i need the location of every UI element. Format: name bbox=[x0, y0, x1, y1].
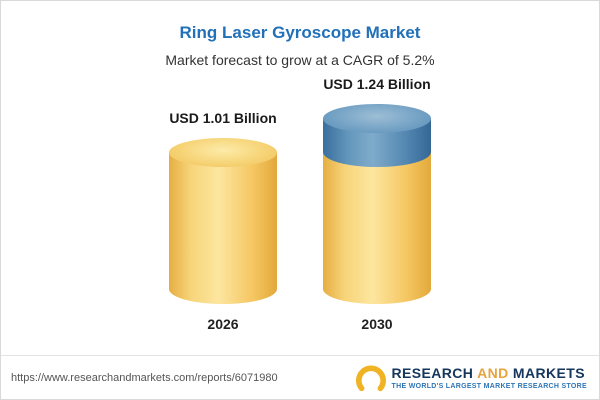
bar-group-2026: USD 1.01 Billion 2026 bbox=[169, 110, 277, 332]
cylinder-2030 bbox=[323, 104, 431, 304]
logo-arc-icon bbox=[355, 365, 386, 391]
cylinder-top-2030 bbox=[323, 104, 431, 133]
bar-value-label-2026: USD 1.01 Billion bbox=[169, 110, 277, 126]
page-subtitle: Market forecast to grow at a CAGR of 5.2… bbox=[165, 52, 435, 68]
report-url: https://www.researchandmarkets.com/repor… bbox=[11, 371, 278, 384]
logo-tagline: THE WORLD'S LARGEST MARKET RESEARCH STOR… bbox=[391, 382, 587, 390]
cylinder-bar-chart: USD 1.01 Billion 2026 USD 1.24 Billion 2… bbox=[1, 72, 599, 332]
header: Ring Laser Gyroscope Market Market forec… bbox=[1, 1, 599, 68]
bar-value-label-2030: USD 1.24 Billion bbox=[323, 76, 431, 92]
logo-wordmark: RESEARCH AND MARKETS bbox=[391, 364, 585, 381]
bar-category-label-2026: 2026 bbox=[207, 316, 239, 332]
logo-text: RESEARCH AND MARKETS THE WORLD'S LARGEST… bbox=[391, 364, 587, 390]
logo-word-and: AND bbox=[477, 364, 509, 381]
footer: https://www.researchandmarkets.com/repor… bbox=[1, 355, 599, 399]
bar-group-2030: USD 1.24 Billion 2030 bbox=[323, 76, 431, 332]
bar-category-label-2030: 2030 bbox=[361, 316, 393, 332]
growth-cap bbox=[323, 104, 431, 167]
page-title: Ring Laser Gyroscope Market bbox=[179, 23, 421, 42]
logo-word-markets: MARKETS bbox=[512, 364, 585, 381]
research-and-markets-logo: RESEARCH AND MARKETS THE WORLD'S LARGEST… bbox=[355, 363, 587, 393]
cylinder-2026 bbox=[169, 138, 277, 304]
cylinder-top-2026 bbox=[169, 138, 277, 167]
logo-word-research: RESEARCH bbox=[391, 364, 474, 381]
